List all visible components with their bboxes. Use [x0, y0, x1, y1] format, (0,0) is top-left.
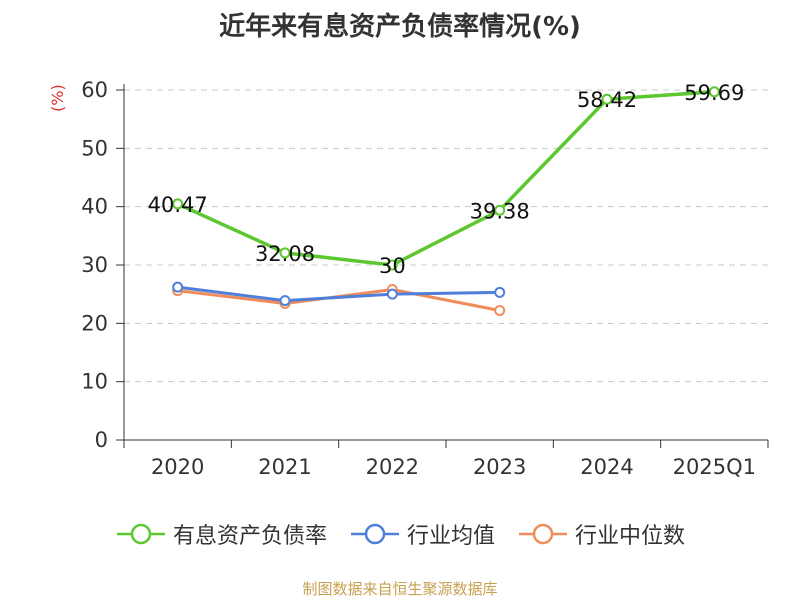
x-tick-label: 2020	[151, 455, 204, 479]
data-point[interactable]	[172, 198, 184, 210]
legend-marker-icon	[116, 523, 165, 545]
data-point[interactable]	[279, 247, 291, 259]
data-point[interactable]	[494, 204, 506, 216]
data-labels: 40.47 32.08 30 39.38 58.42 59.69	[148, 81, 745, 278]
data-label: 30	[379, 254, 406, 278]
data-point[interactable]	[172, 281, 184, 293]
y-tick-label: 40	[81, 195, 108, 219]
legend-label: 有息资产负债率	[172, 524, 327, 549]
x-tick-label: 2021	[258, 455, 311, 479]
y-tick-label: 60	[81, 78, 108, 102]
y-tick-label: 30	[81, 253, 108, 277]
legend-label: 行业中位数	[575, 524, 686, 549]
chart-title: 近年来有息资产负债率情况(%)	[219, 12, 581, 42]
series-line	[177, 285, 500, 303]
legend: 有息资产负债率 行业均值 行业中位数	[0, 518, 800, 550]
x-tick-label: 2022	[366, 455, 419, 479]
y-tick-label: 10	[81, 370, 108, 394]
legend-marker-icon	[350, 523, 399, 545]
series-line	[176, 90, 715, 267]
data-label: 32.08	[255, 242, 315, 266]
legend-item-industry-median[interactable]: 行业中位数	[517, 518, 685, 550]
legend-marker-icon	[519, 523, 567, 545]
series-lines	[172, 86, 720, 316]
data-label: 58.42	[577, 88, 637, 112]
x-tick-label: 2025Q1	[673, 455, 756, 479]
y-tick-label: 0	[95, 428, 108, 452]
data-label: 40.47	[148, 193, 208, 217]
axes: 0 10 20 30 40 50 60 2020 2021 2022 2023 2024 2025Q1	[81, 78, 769, 479]
data-point[interactable]	[601, 93, 613, 105]
grid-lines	[124, 89, 768, 383]
data-point[interactable]	[386, 259, 398, 271]
data-point[interactable]	[494, 286, 506, 298]
data-label: 39.38	[470, 199, 530, 223]
data-point[interactable]	[279, 295, 291, 307]
data-label: 59.69	[684, 81, 744, 105]
legend-label: 行业均值	[406, 524, 495, 549]
x-tick-label: 2024	[580, 455, 633, 479]
y-tick-label: 50	[81, 136, 108, 160]
data-point[interactable]	[494, 305, 506, 316]
x-tick-label: 2023	[473, 455, 526, 479]
data-point[interactable]	[708, 86, 720, 98]
data-source-note: 制图数据来自恒生聚源数据库	[302, 580, 498, 598]
data-point[interactable]	[386, 288, 398, 300]
legend-item-industry-mean[interactable]: 行业均值	[349, 518, 495, 550]
y-tick-label: 20	[81, 311, 108, 335]
legend-item-interest-debt-ratio[interactable]: 有息资产负债率	[115, 518, 327, 550]
